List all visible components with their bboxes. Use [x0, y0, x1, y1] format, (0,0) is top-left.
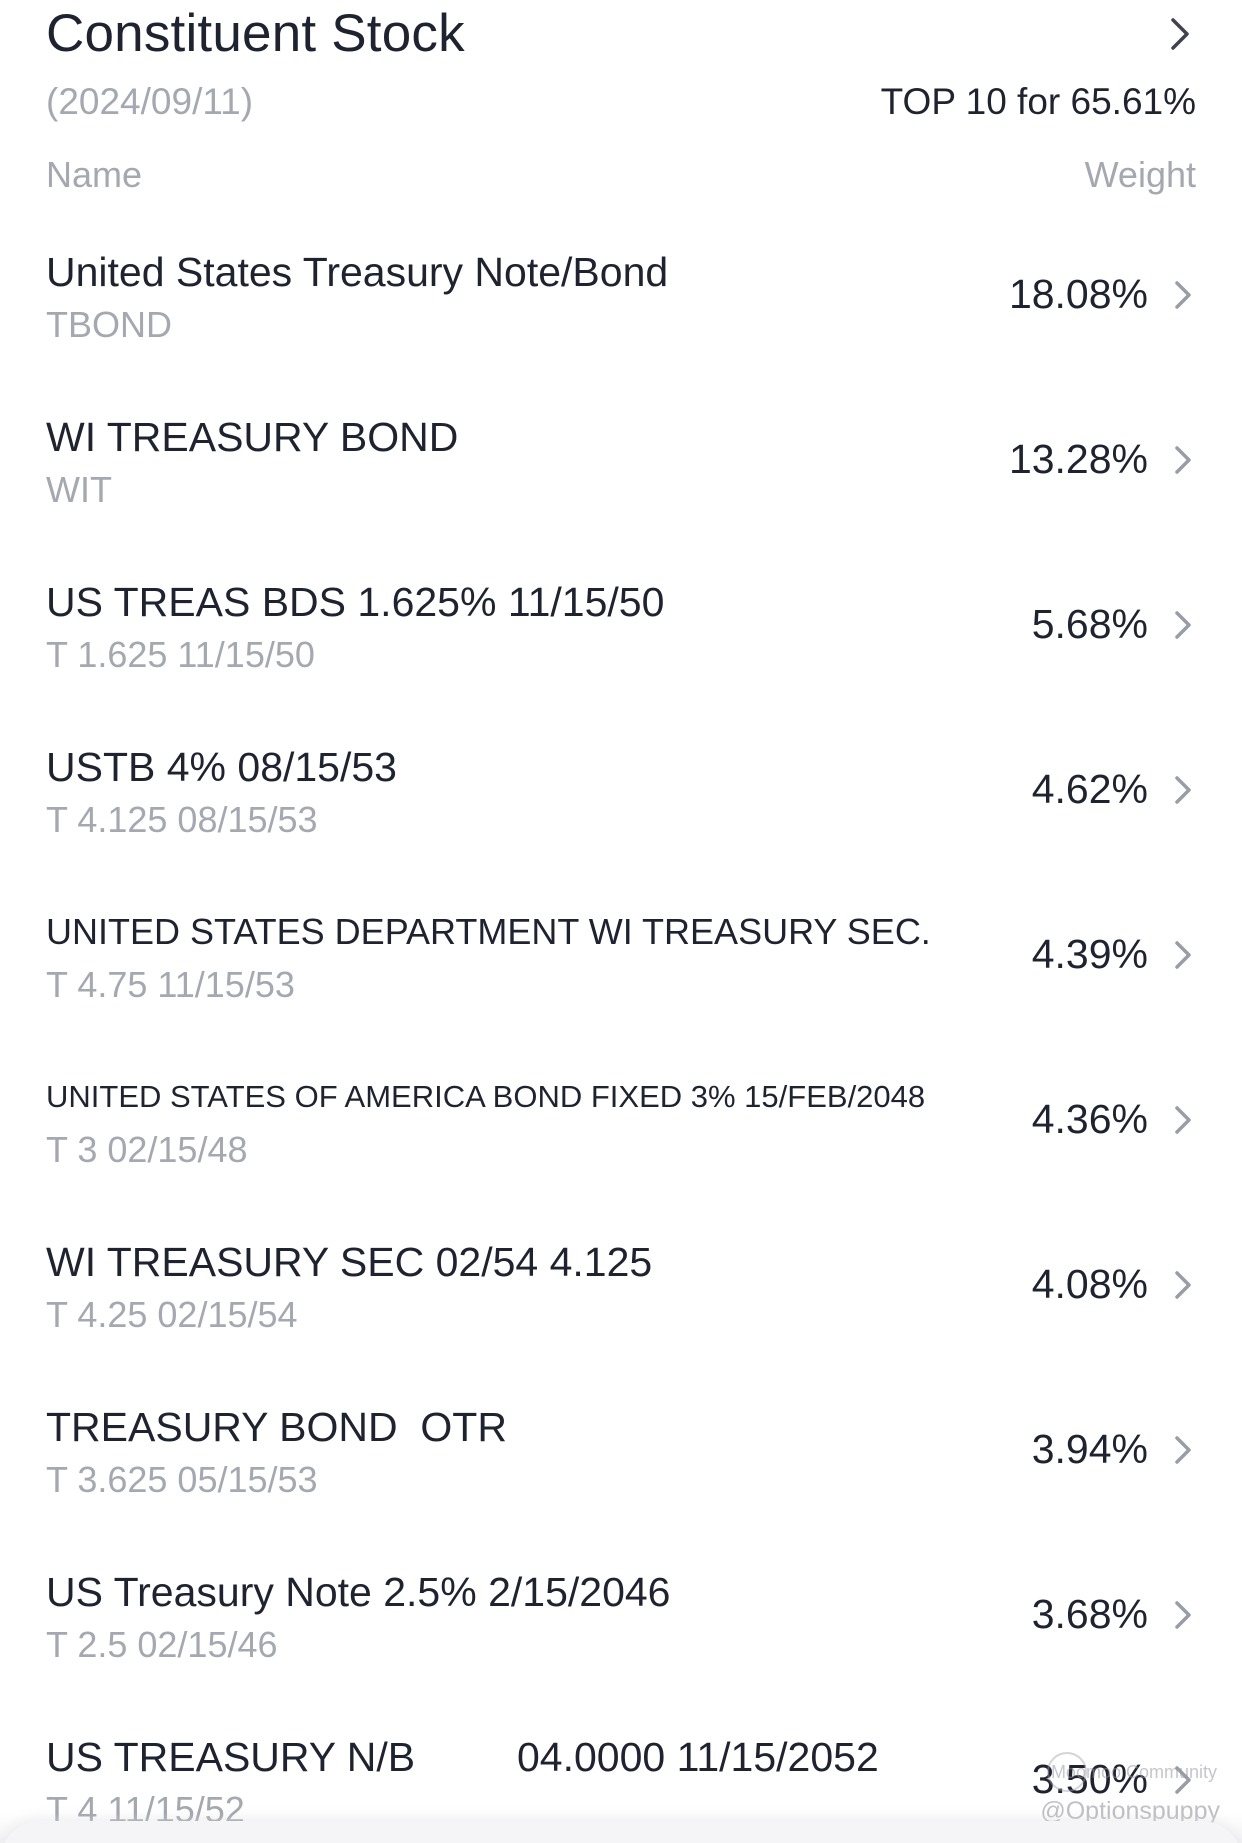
- holding-name: UNITED STATES DEPARTMENT WI TREASURY SEC…: [46, 911, 931, 952]
- page-title: Constituent Stock: [46, 4, 465, 63]
- watermark-community: Moomoo Community: [1050, 1762, 1217, 1782]
- holding-row[interactable]: US Treasury Note 2.5% 2/15/2046 T 2.5 02…: [0, 1568, 1242, 1733]
- holding-weight: 3.68%: [1031, 1591, 1148, 1637]
- holding-row[interactable]: USTB 4% 08/15/53 T 4.125 08/15/53 4.62%: [0, 743, 1242, 908]
- holding-row[interactable]: WI TREASURY SEC 02/54 4.125 T 4.25 02/15…: [0, 1238, 1242, 1403]
- holding-name: TREASURY BOND OTR: [46, 1404, 507, 1450]
- bottom-sheet[interactable]: [0, 1821, 1242, 1843]
- chevron-right-icon: [1175, 611, 1191, 639]
- holding-row[interactable]: TREASURY BOND OTR T 3.625 05/15/53 3.94%: [0, 1403, 1242, 1568]
- holding-weight: 18.08%: [1008, 271, 1148, 317]
- chevron-right-icon[interactable]: [1162, 14, 1196, 54]
- column-header-name: Name: [46, 154, 143, 195]
- chevron-right-icon: [1175, 1106, 1191, 1134]
- holding-code: T 4.125 08/15/53: [46, 799, 318, 840]
- holding-row[interactable]: United States Treasury Note/Bond TBOND 1…: [0, 248, 1242, 413]
- holding-weight: 5.68%: [1031, 601, 1148, 647]
- chevron-right-icon: [1175, 281, 1191, 309]
- holding-weight: 4.08%: [1031, 1261, 1148, 1307]
- chevron-right-icon: [1175, 446, 1191, 474]
- holding-weight: 3.94%: [1031, 1426, 1148, 1472]
- holding-code: T 4.25 02/15/54: [46, 1294, 298, 1335]
- holding-weight: 4.36%: [1031, 1096, 1148, 1142]
- holding-name: US Treasury Note 2.5% 2/15/2046: [46, 1569, 671, 1615]
- holding-weight: 4.62%: [1031, 766, 1148, 812]
- holding-name: United States Treasury Note/Bond: [46, 249, 669, 295]
- holding-code: T 4.75 11/15/53: [46, 964, 295, 1005]
- holding-name: US TREASURY N/B: [46, 1734, 416, 1780]
- date-label: (2024/09/11): [46, 81, 254, 122]
- holding-name-detail: 04.0000 11/15/2052: [517, 1734, 879, 1780]
- chevron-right-icon: [1175, 1601, 1191, 1629]
- holding-name: UNITED STATES OF AMERICA BOND FIXED 3% 1…: [46, 1079, 926, 1114]
- holding-code: T 1.625 11/15/50: [46, 634, 315, 675]
- chevron-right-icon: [1175, 941, 1191, 969]
- chevron-right-icon: [1175, 1766, 1191, 1794]
- holding-name: WI TREASURY BOND: [46, 414, 459, 460]
- holding-code: T 2.5 02/15/46: [46, 1624, 278, 1665]
- holding-code: TBOND: [46, 304, 172, 345]
- holding-row[interactable]: UNITED STATES OF AMERICA BOND FIXED 3% 1…: [0, 1073, 1242, 1238]
- holding-code: WIT: [46, 469, 112, 510]
- chevron-right-icon: [1175, 776, 1191, 804]
- chevron-right-icon: [1175, 1436, 1191, 1464]
- watermark-logo-icon: [1047, 1752, 1087, 1792]
- holding-row[interactable]: US TREAS BDS 1.625% 11/15/50 T 1.625 11/…: [0, 578, 1242, 743]
- column-header-weight: Weight: [1084, 154, 1196, 195]
- holding-weight: 13.28%: [1008, 436, 1148, 482]
- chevron-right-icon: [1175, 1271, 1191, 1299]
- holding-code: T 3 02/15/48: [46, 1129, 248, 1170]
- holding-weight: 4.39%: [1031, 931, 1148, 977]
- holding-name: WI TREASURY SEC 02/54 4.125: [46, 1239, 653, 1285]
- holding-row[interactable]: UNITED STATES DEPARTMENT WI TREASURY SEC…: [0, 908, 1242, 1073]
- top10-summary: TOP 10 for 65.61%: [880, 81, 1196, 122]
- holding-name: USTB 4% 08/15/53: [46, 744, 397, 790]
- holding-row[interactable]: US TREASURY N/B 04.0000 11/15/2052 T 4 1…: [0, 1733, 1242, 1843]
- holding-code: T 3.625 05/15/53: [46, 1459, 318, 1500]
- holding-row[interactable]: WI TREASURY BOND WIT 13.28%: [0, 413, 1242, 578]
- holding-name: US TREAS BDS 1.625% 11/15/50: [46, 579, 665, 625]
